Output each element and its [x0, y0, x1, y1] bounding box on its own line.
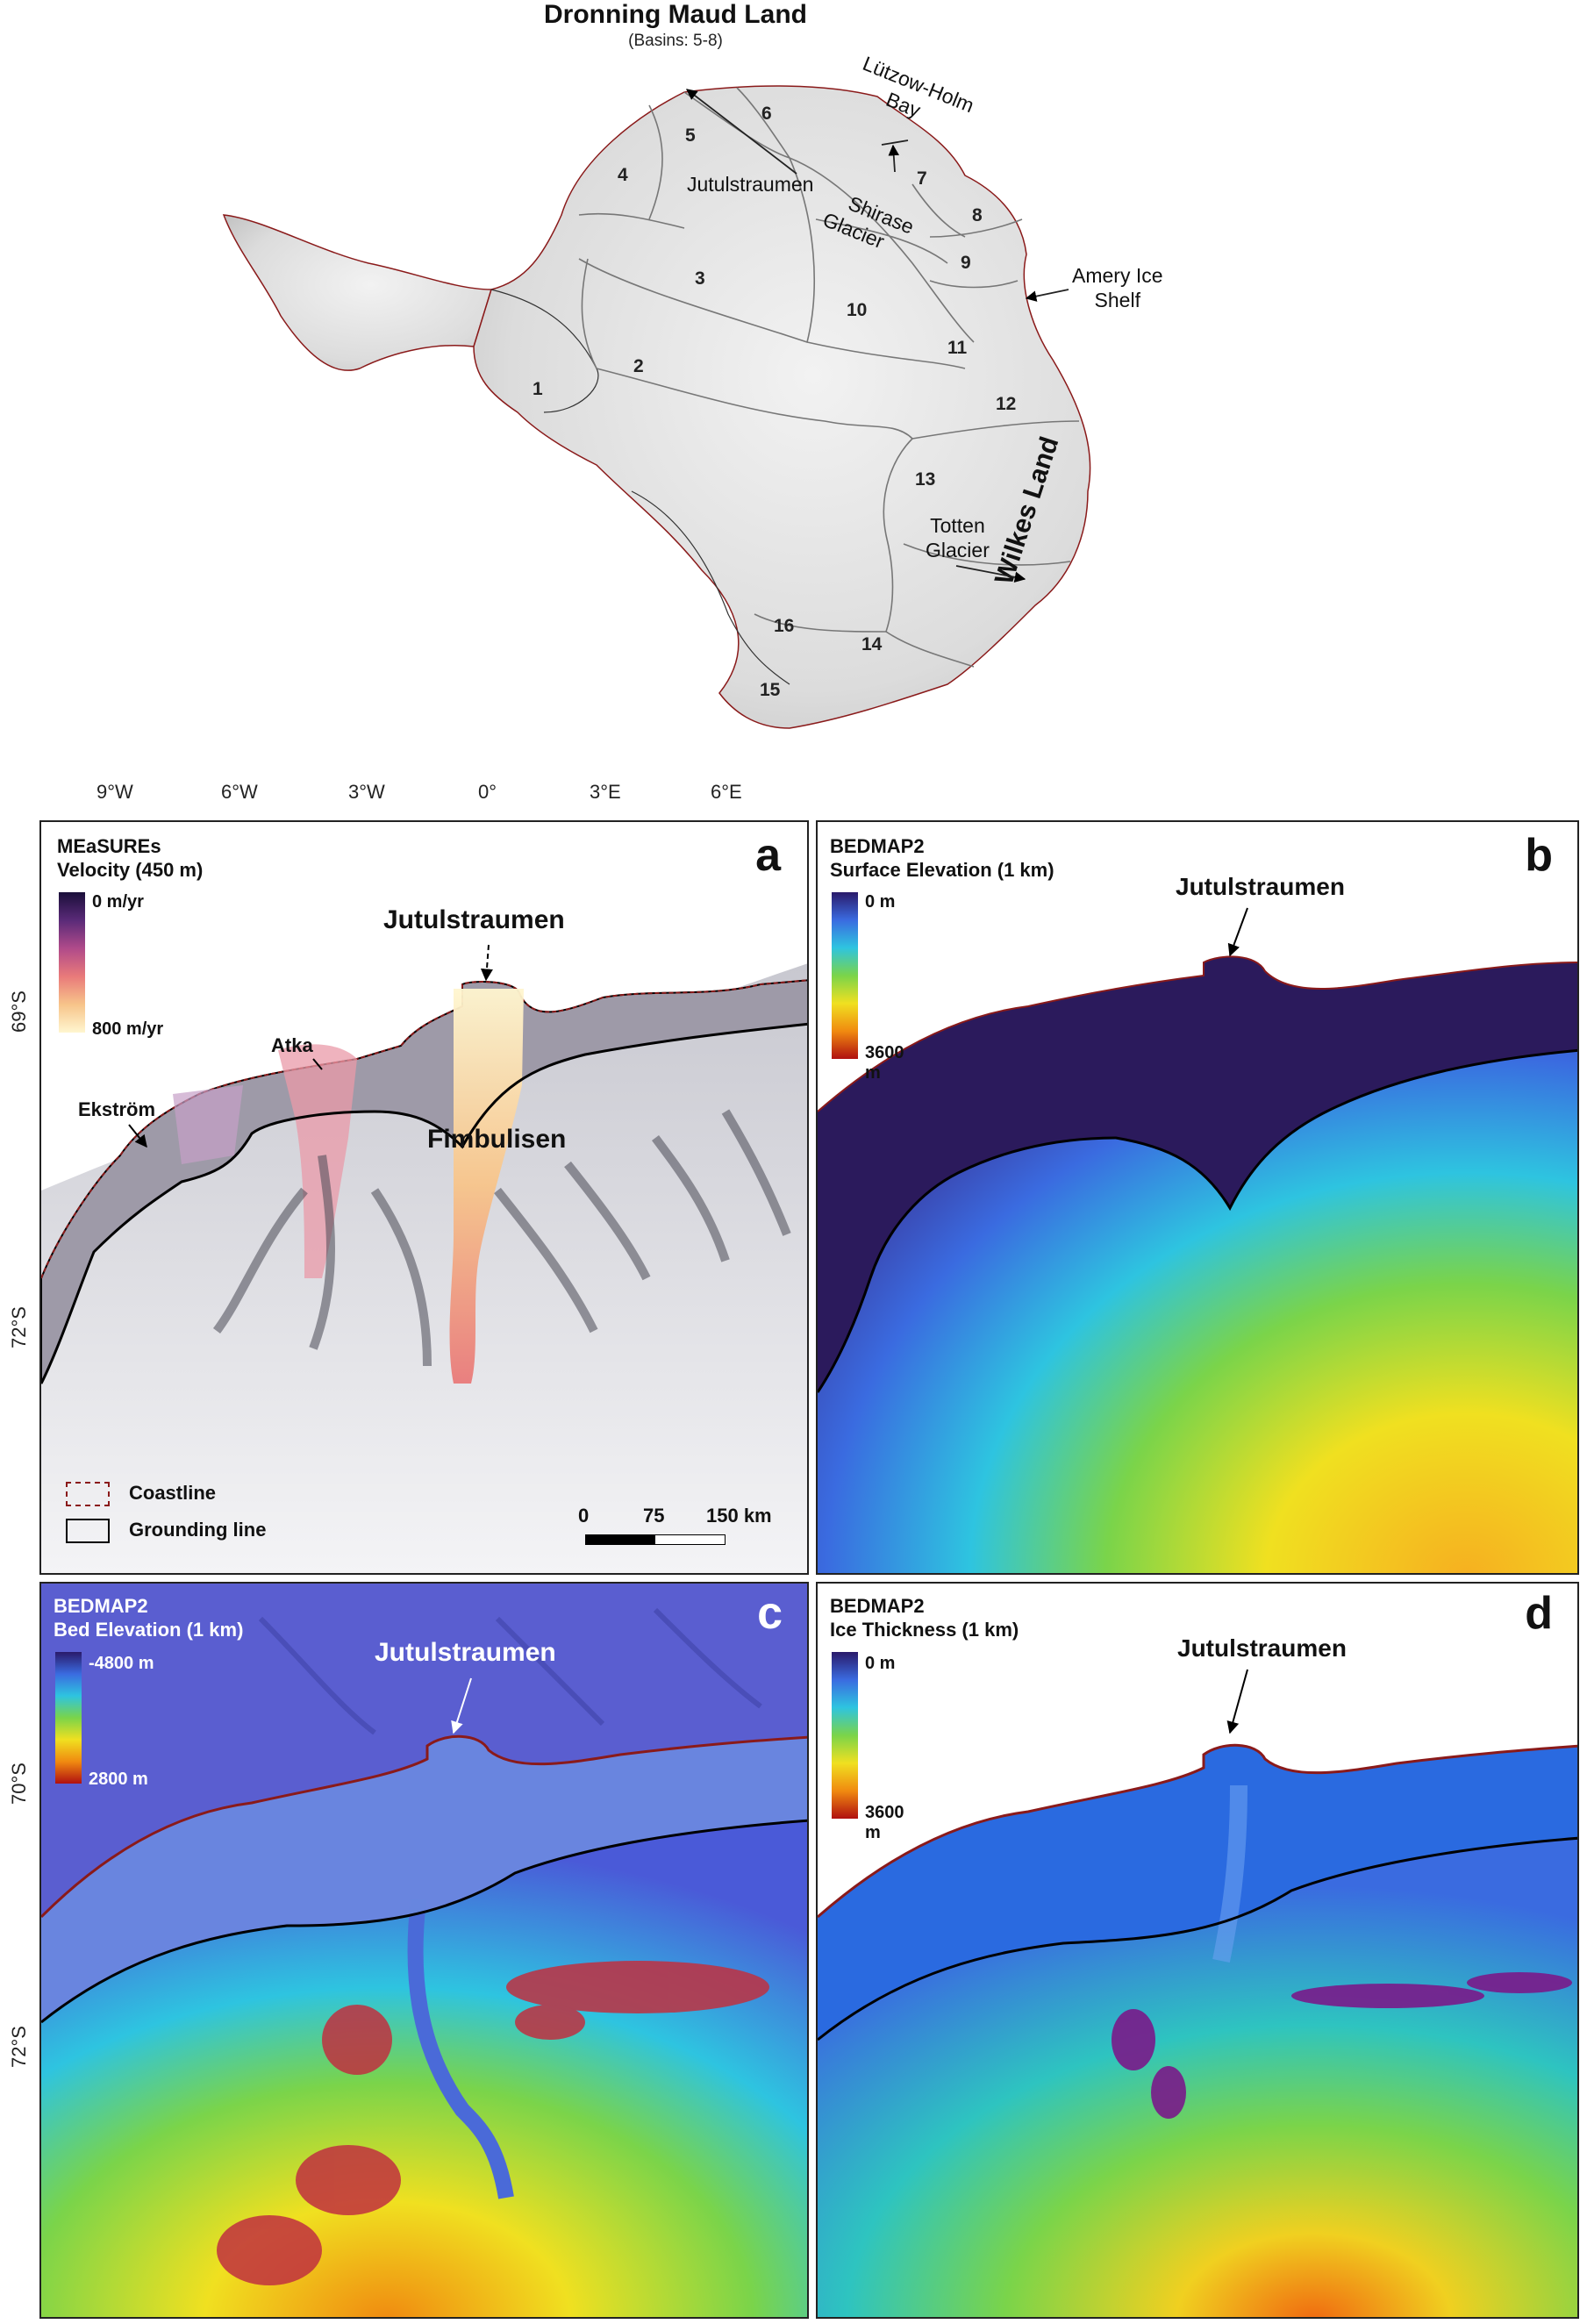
velocity-max-label: 800 m/yr — [92, 1019, 164, 1039]
panel-c-arrow — [451, 1677, 472, 1734]
basin-label-13: 13 — [915, 469, 936, 490]
panel-c-title: BEDMAP2 Bed Elevation (1 km) — [54, 1595, 244, 1641]
fimbulisen-label: Fimbulisen — [427, 1125, 567, 1154]
panel-a-jutulstraumen-label: Jutulstraumen — [383, 905, 565, 934]
ekstrom-stream — [173, 1085, 243, 1164]
basin-label-10: 10 — [847, 300, 868, 320]
velocity-min-label: 0 m/yr — [92, 892, 144, 912]
panel-d-title: BEDMAP2 Ice Thickness (1 km) — [830, 1595, 1019, 1641]
basin-label-8: 8 — [972, 205, 983, 225]
panel-d-arrow — [1226, 1669, 1248, 1734]
panel-d-jutulstraumen-label: Jutulstraumen — [1177, 1634, 1347, 1662]
ekstrom-label: Ekström — [78, 1098, 156, 1120]
thickness-min-label: 0 m — [865, 1654, 896, 1673]
basin-label-14: 14 — [861, 634, 883, 654]
velocity-colorbar — [59, 892, 85, 1033]
panel-d-thickness: BEDMAP2 Ice Thickness (1 km) 0 m 3600 m … — [816, 1582, 1579, 2319]
bed-min-label: -4800 m — [89, 1654, 154, 1673]
antarctica-overview-map: Dronning Maud Land (Basins: 5-8) 1 2 3 4… — [0, 0, 1587, 754]
lat-72s-c: 72°S — [7, 2026, 30, 2068]
scale-bar — [585, 1534, 726, 1545]
basin-label-15: 15 — [760, 680, 781, 700]
surface-elevation-map — [818, 822, 1577, 1573]
lat-70s: 70°S — [7, 1763, 30, 1805]
thickness-troughs — [1112, 1972, 1572, 2119]
thickness-max-label: 3600 m — [865, 1803, 904, 1842]
totten-glacier-label: Totten Glacier — [926, 514, 990, 561]
panel-c-bed: BEDMAP2 Bed Elevation (1 km) -4800 m 280… — [39, 1582, 809, 2319]
panel-b-letter: b — [1525, 830, 1553, 881]
panel-a-title: MEaSUREs Velocity (450 m) — [57, 835, 204, 881]
antarctica-continent — [222, 85, 1091, 729]
lon-6e: 6°E — [711, 781, 742, 803]
basin-label-16: 16 — [774, 616, 795, 636]
region-subtitle: (Basins: 5-8) — [628, 32, 723, 50]
scale-tick-150: 150 km — [706, 1505, 772, 1527]
arrows-overview — [686, 89, 1069, 583]
scale-tick-0: 0 — [578, 1505, 590, 1527]
ice-thickness-map — [818, 1584, 1577, 2317]
velocity-map — [41, 822, 807, 1573]
jutulstraumen-stream — [449, 989, 524, 1384]
basin-label-11: 11 — [947, 338, 968, 358]
panel-d-letter: d — [1525, 1588, 1553, 1639]
surface-max-label: 3600 m — [865, 1043, 904, 1083]
lon-3e: 3°E — [590, 781, 621, 803]
surface-colorbar — [832, 892, 858, 1059]
panel-b-arrow — [1227, 907, 1248, 957]
scale-tick-75: 75 — [643, 1505, 665, 1527]
basin-label-7: 7 — [917, 168, 927, 189]
antarctica-landmass — [473, 85, 1091, 729]
panel-a-velocity: MEaSUREs Velocity (450 m) 0 m/yr 800 m/y… — [39, 820, 809, 1575]
bed-max-label: 2800 m — [89, 1770, 148, 1789]
atka-label: Atka — [271, 1034, 313, 1056]
lon-0: 0° — [478, 781, 497, 803]
basin-boundaries — [578, 87, 1080, 668]
basin-label-1: 1 — [533, 379, 543, 399]
lon-3w: 3°W — [348, 781, 385, 803]
atka-stream — [278, 1044, 357, 1278]
panel-a-arrows — [128, 944, 493, 1148]
basin-label-6: 6 — [761, 104, 772, 124]
thickness-colorbar — [832, 1652, 858, 1819]
basin-label-3: 3 — [695, 268, 705, 289]
basin-label-4: 4 — [618, 165, 628, 185]
legend-grounding-swatch — [66, 1519, 110, 1543]
legend-coastline-swatch — [66, 1482, 110, 1506]
region-title: Dronning Maud Land — [544, 0, 807, 29]
panel-b-jutulstraumen-label: Jutulstraumen — [1176, 873, 1345, 900]
basin-label-5: 5 — [685, 125, 696, 146]
antarctic-peninsula — [222, 214, 493, 371]
basin-label-12: 12 — [996, 394, 1017, 414]
basin-label-9: 9 — [961, 253, 971, 273]
panel-c-jutulstraumen-label: Jutulstraumen — [375, 1638, 556, 1667]
bed-colorbar — [55, 1652, 82, 1784]
basin-label-2: 2 — [633, 356, 644, 376]
lon-9w: 9°W — [97, 781, 133, 803]
panel-a-letter: a — [755, 830, 781, 881]
lon-6w: 6°W — [221, 781, 258, 803]
surface-min-label: 0 m — [865, 892, 896, 912]
panel-b-surface: BEDMAP2 Surface Elevation (1 km) 0 m 360… — [816, 820, 1579, 1575]
jutulstraumen-label: Jutulstraumen — [687, 173, 814, 196]
amery-ice-shelf-label: Amery Ice Shelf — [1072, 264, 1163, 311]
lat-69s: 69°S — [7, 990, 30, 1033]
bed-highlands — [217, 1961, 769, 2285]
legend-coastline-label: Coastline — [129, 1482, 217, 1504]
panel-b-title: BEDMAP2 Surface Elevation (1 km) — [830, 835, 1054, 881]
panel-c-letter: c — [757, 1588, 783, 1639]
lat-72s-a: 72°S — [7, 1306, 30, 1348]
bed-elevation-map — [41, 1584, 807, 2317]
legend-grounding-label: Grounding line — [129, 1519, 267, 1541]
